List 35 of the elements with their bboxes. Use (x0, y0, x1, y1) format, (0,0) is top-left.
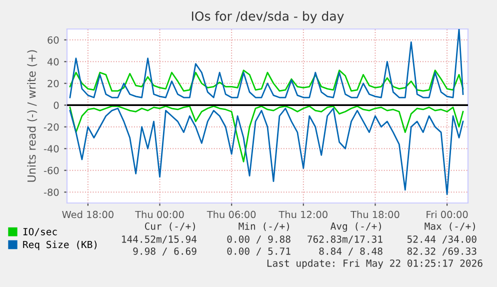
y-tick-label: 40 (47, 58, 59, 66)
line-series (69, 108, 464, 195)
legend-label: IO/sec (23, 228, 57, 236)
x-tick-label: Thu 12:00 (278, 210, 328, 218)
text: Cur (-/+) (144, 222, 195, 231)
x-tick-label: Thu 18:00 (350, 210, 400, 218)
y-tick-label: -80 (44, 188, 59, 196)
text: 762.83m/17.31 (308, 235, 382, 244)
y-axis-title: Units read (-) / write (+) (27, 50, 38, 182)
x-tick-label: Fri 00:00 (426, 210, 468, 218)
x-tick-label: Thu 06:00 (206, 210, 256, 218)
text: Max (-/+) (424, 222, 475, 231)
y-tick-label: 0 (54, 102, 59, 109)
line-series (69, 29, 464, 98)
y-tick-label: -40 (44, 145, 59, 152)
text: Min (-/+) (238, 222, 289, 231)
text: 0.00 / 5.71 (227, 247, 290, 256)
text: 144.52m/15.94 (122, 235, 197, 244)
x-tick-label: Thu 00:00 (135, 210, 184, 218)
y-tick-label: -20 (44, 123, 59, 131)
text: 8.84 / 8.48 (319, 247, 382, 256)
y-tick-label: 60 (48, 36, 59, 44)
line-series (69, 70, 464, 92)
chart-title: IOs for /dev/sda - by day (192, 11, 344, 24)
x-tick-label: Wed 18:00 (62, 210, 114, 218)
text: Last update: Fri May 22 01:25:17 2026 (267, 259, 482, 269)
legend-label: Req Size (KB) (23, 240, 97, 250)
line-series (69, 106, 464, 162)
text: 82.32 /69.33 (407, 247, 476, 256)
text: 0.00 / 9.88 (227, 235, 290, 244)
text: 52.44 /34.00 (407, 235, 476, 244)
y-tick-label: 20 (48, 80, 59, 88)
y-tick-label: -60 (44, 166, 59, 174)
text: Avg (-/+) (330, 222, 381, 232)
text: 9.98 / 6.69 (133, 247, 196, 256)
